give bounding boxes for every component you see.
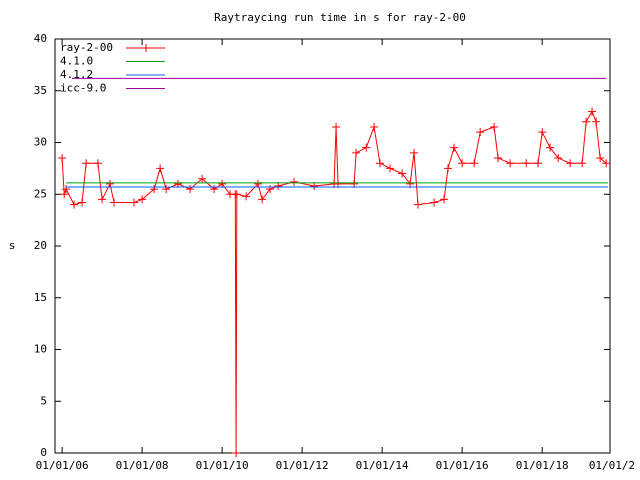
x-tick-label: 01/01/10 [196,459,249,472]
point-marker [162,185,171,194]
point-marker [129,198,138,207]
point-marker [578,159,587,168]
x-tick-label: 01/01/18 [516,459,569,472]
point-marker [588,107,597,116]
y-axis-label: s [9,239,16,252]
point-marker [186,185,195,194]
point-marker [398,169,407,178]
point-marker [534,159,543,168]
x-tick-label: 01/01/12 [276,459,329,472]
point-marker [592,117,601,126]
point-marker [370,122,379,131]
y-tick-label: 40 [34,32,47,45]
point-marker [82,159,91,168]
point-marker [58,154,67,163]
point-marker [362,143,371,152]
point-marker [430,198,439,207]
y-tick-label: 20 [34,239,47,252]
point-marker [546,143,555,152]
point-marker [352,148,361,157]
legend-label: ray-2-00 [60,41,113,54]
point-marker [258,195,267,204]
point-marker [506,159,515,168]
x-tick-label: 01/01/2 [589,459,635,472]
point-marker [458,159,467,168]
point-marker [150,185,159,194]
legend-label: 4.1.2 [60,68,93,81]
point-marker [60,190,69,199]
point-marker [440,195,449,204]
point-marker [494,154,503,163]
point-marker [375,159,384,168]
point-marker [98,195,107,204]
y-tick-label: 5 [40,394,47,407]
plot-frame [54,38,611,454]
y-tick-label: 35 [34,84,47,97]
x-tick-label: 01/01/08 [116,459,169,472]
point-marker [78,198,87,207]
point-marker [70,200,79,209]
point-marker [470,159,479,168]
y-tick-label: 15 [34,291,47,304]
point-marker [602,159,611,168]
point-marker [522,159,531,168]
x-tick-label: 01/01/06 [36,459,89,472]
point-marker [450,143,459,152]
point-marker [266,185,275,194]
point-marker [476,128,485,137]
point-marker [198,174,207,183]
chart-title: Raytraycing run time in s for ray-2-00 [214,11,466,24]
point-marker [410,148,419,157]
legend-label: icc-9.0 [60,82,106,95]
legend-label: 4.1.0 [60,55,93,68]
x-tick-label: 01/01/16 [436,459,489,472]
point-marker [232,190,241,199]
series-line [61,110,607,454]
point-marker [582,117,591,126]
y-tick-label: 0 [40,446,47,459]
point-marker [138,195,147,204]
point-marker [566,159,575,168]
point-marker [242,192,251,201]
point-marker [62,185,71,194]
point-marker [554,154,563,163]
point-marker [444,164,453,173]
point-marker [110,198,119,207]
x-tick-label: 01/01/14 [356,459,409,472]
point-marker [210,185,219,194]
y-tick-label: 25 [34,187,47,200]
point-marker [386,164,395,173]
legend-marker [142,44,150,52]
point-marker [538,128,547,137]
point-marker [289,177,298,186]
point-marker [490,122,499,131]
point-marker [156,164,165,173]
y-tick-label: 30 [34,136,47,149]
point-marker [232,449,241,457]
point-marker [332,122,341,131]
y-tick-label: 10 [34,343,47,356]
point-marker [413,200,422,209]
point-marker [596,154,605,163]
point-marker [93,159,102,168]
